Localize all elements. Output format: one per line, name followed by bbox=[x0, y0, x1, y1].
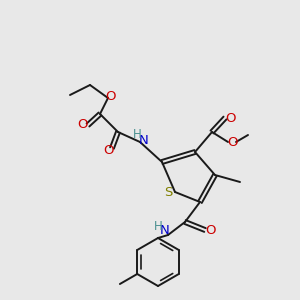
Text: H: H bbox=[133, 128, 141, 140]
Text: O: O bbox=[227, 136, 237, 148]
Text: O: O bbox=[106, 89, 116, 103]
Text: O: O bbox=[104, 143, 114, 157]
Text: O: O bbox=[78, 118, 88, 131]
Text: O: O bbox=[225, 112, 235, 124]
Text: S: S bbox=[164, 185, 172, 199]
Text: N: N bbox=[160, 224, 170, 238]
Text: O: O bbox=[206, 224, 216, 236]
Text: N: N bbox=[139, 134, 149, 146]
Text: H: H bbox=[154, 220, 162, 233]
